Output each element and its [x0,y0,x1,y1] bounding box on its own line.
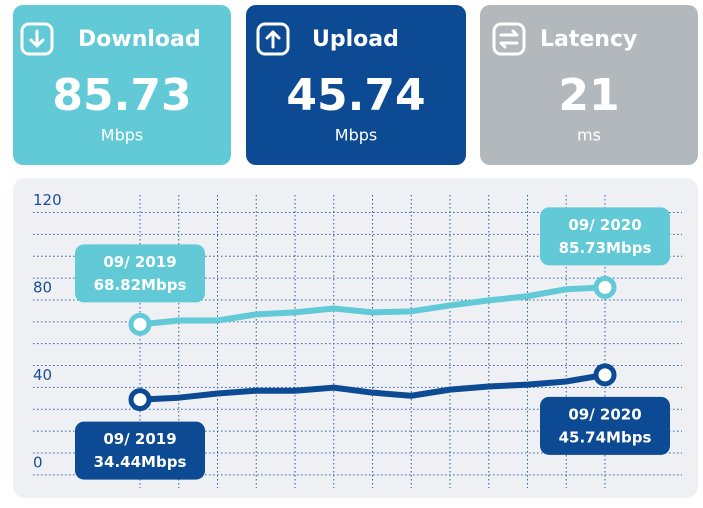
chart: 0 40 80 120 09/ 2019 68.82Mbps 09/ 2020 85.73Mb… [33,191,682,488]
latency-icon [492,22,526,56]
annotation-box [540,207,670,266]
card-value: 85.73 [52,70,191,121]
y-tick-label: 120 [33,191,62,209]
card-unit: ms [577,126,601,145]
card-value: 21 [558,70,619,121]
annotation-value: 85.73Mbps [559,239,652,257]
card-title: Latency [540,27,637,52]
annotation-box [540,396,670,455]
series-line [137,284,608,328]
card-download [13,5,231,165]
annotation-value: 68.82Mbps [94,276,187,294]
point [128,388,152,412]
card-value: 45.74 [286,70,425,121]
annotation-date: 09/ 2020 [568,405,641,423]
point [128,312,152,336]
card-latency [480,5,698,165]
annotation-value: 34.44Mbps [94,453,187,471]
point [593,363,617,387]
card-unit: Mbps [335,126,377,145]
y-tick-label: 80 [33,278,52,296]
annotation-date: 09/ 2019 [103,430,176,448]
upload-icon [256,22,290,56]
series-line [137,371,608,403]
card-unit: Mbps [101,126,143,145]
annotation-date: 09/ 2020 [568,216,641,234]
card-title: Download [78,27,201,52]
card-title: Upload [312,27,399,52]
annotation-date: 09/ 2019 [103,253,176,271]
y-tick-label: 40 [33,366,52,384]
annotation-value: 45.74Mbps [559,428,652,446]
annotation-box [75,421,205,480]
download-icon [20,22,54,56]
point [593,275,617,299]
card-upload [246,5,466,165]
annotation-box [75,244,205,303]
y-tick-label: 0 [33,453,43,471]
